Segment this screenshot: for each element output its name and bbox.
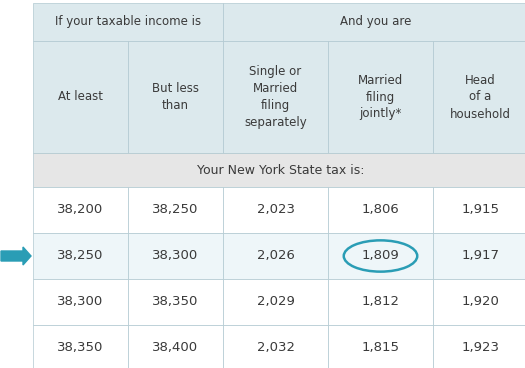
Text: 2,026: 2,026 [257, 250, 295, 262]
Bar [128, 279, 223, 325]
Bar [328, 279, 433, 325]
Text: Single or
Married
filing
separately: Single or Married filing separately [244, 65, 307, 129]
Text: 2,023: 2,023 [257, 204, 295, 216]
Bar [433, 233, 525, 279]
Text: 1,809: 1,809 [362, 250, 400, 262]
Text: 38,300: 38,300 [152, 250, 198, 262]
Text: 38,300: 38,300 [57, 296, 103, 308]
Text: 1,923: 1,923 [461, 342, 499, 354]
Bar [33, 153, 525, 187]
Text: And you are: And you are [340, 15, 411, 28]
Bar [223, 3, 525, 41]
Bar [128, 187, 223, 233]
Bar [433, 279, 525, 325]
Text: Married
filing
jointly*: Married filing jointly* [358, 74, 403, 120]
Text: If your taxable income is: If your taxable income is [55, 15, 201, 28]
Text: 2,032: 2,032 [257, 342, 295, 354]
Text: Your New York State tax is:: Your New York State tax is: [197, 163, 364, 177]
Text: 2,029: 2,029 [257, 296, 295, 308]
Bar [328, 233, 433, 279]
Text: 38,350: 38,350 [57, 342, 104, 354]
Bar [128, 41, 223, 153]
Bar [433, 325, 525, 368]
Text: But less
than: But less than [152, 82, 199, 112]
Text: At least: At least [58, 91, 103, 103]
Text: 38,400: 38,400 [152, 342, 198, 354]
Text: 1,812: 1,812 [362, 296, 400, 308]
Bar [223, 187, 328, 233]
Text: 1,806: 1,806 [362, 204, 400, 216]
Bar [328, 325, 433, 368]
Text: 1,915: 1,915 [461, 204, 499, 216]
Bar [128, 325, 223, 368]
Bar [433, 41, 525, 153]
Text: 1,815: 1,815 [362, 342, 400, 354]
Text: 38,200: 38,200 [57, 204, 103, 216]
Bar [433, 187, 525, 233]
Text: 38,350: 38,350 [152, 296, 198, 308]
FancyArrow shape [1, 247, 31, 265]
Bar [33, 3, 223, 41]
Text: 38,250: 38,250 [57, 250, 104, 262]
Bar [328, 187, 433, 233]
Bar [223, 325, 328, 368]
Bar [33, 187, 128, 233]
Bar [223, 279, 328, 325]
Bar [223, 41, 328, 153]
Text: 38,250: 38,250 [152, 204, 198, 216]
Bar [223, 233, 328, 279]
Text: Head
of a
household: Head of a household [450, 74, 511, 120]
Text: 1,920: 1,920 [461, 296, 499, 308]
Bar [33, 41, 128, 153]
Bar [328, 41, 433, 153]
Bar [33, 325, 128, 368]
Text: 1,917: 1,917 [461, 250, 499, 262]
Bar [33, 233, 128, 279]
Bar [128, 233, 223, 279]
Bar [33, 279, 128, 325]
